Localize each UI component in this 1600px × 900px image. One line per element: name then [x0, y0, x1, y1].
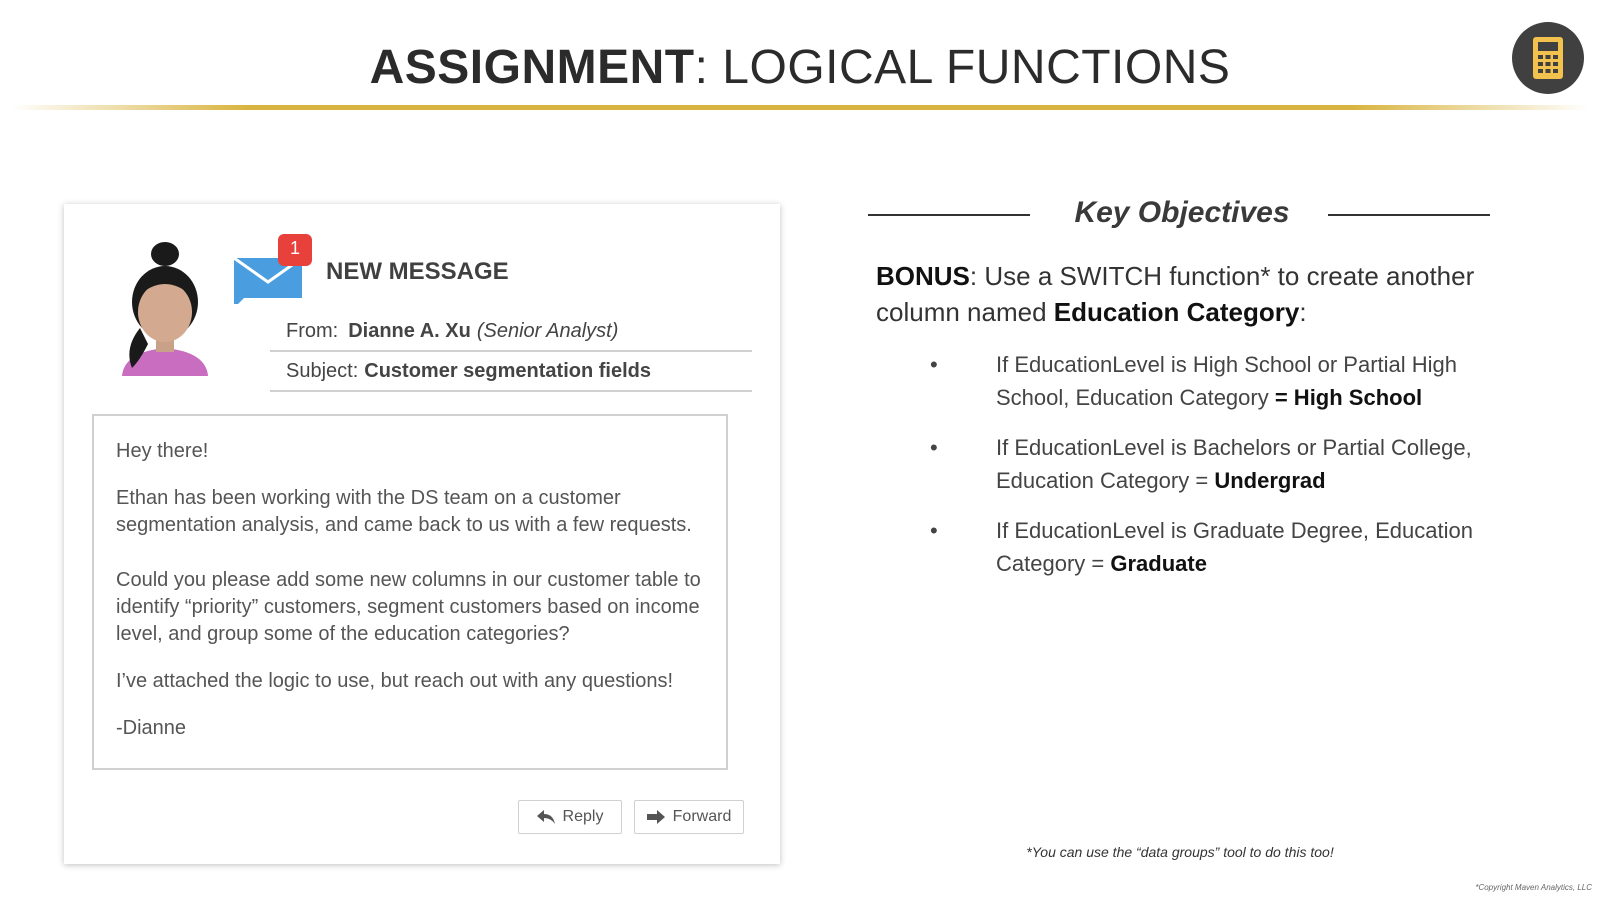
sender-role: (Senior Analyst)	[476, 320, 619, 342]
message-paragraph-2: Could you please add some new columns in…	[116, 569, 701, 645]
bonus-label: BONUS	[876, 261, 970, 291]
calculator-icon	[1533, 37, 1563, 79]
subject-label: Subject:	[286, 360, 359, 382]
objectives-list: • If EducationLevel is High School or Pa…	[930, 348, 1530, 597]
bonus-bold: Education Category	[1053, 297, 1300, 327]
bonus-text-2: :	[1299, 297, 1307, 327]
message-greeting: Hey there!	[116, 440, 209, 462]
heading-rule-left	[868, 214, 1030, 216]
bonus-instruction: BONUS: Use a SWITCH function* to create …	[876, 258, 1516, 330]
forward-arrow-icon	[646, 810, 665, 824]
calculator-badge	[1512, 22, 1584, 94]
message-paragraph-3: I’ve attached the logic to use, but reac…	[116, 670, 674, 692]
bonus-text-1: : Use a SWITCH function* to create anoth…	[876, 261, 1475, 327]
heading-rule-right	[1328, 214, 1490, 216]
subject-line: Subject: Customer segmentation fields	[270, 354, 752, 392]
page-title: ASSIGNMENT: LOGICAL FUNCTIONS	[0, 40, 1600, 95]
message-body: Hey there! Ethan has been working with t…	[92, 414, 728, 770]
forward-button[interactable]: Forward	[634, 800, 744, 834]
bullet-text: If EducationLevel is High School or Part…	[996, 352, 1458, 410]
title-strong: ASSIGNMENT	[369, 41, 695, 94]
objectives-header: Key Objectives	[868, 196, 1496, 236]
reply-arrow-icon	[536, 810, 555, 824]
message-paragraph-1: Ethan has been working with the DS team …	[116, 487, 692, 536]
list-item: • If EducationLevel is Bachelors or Part…	[930, 431, 1530, 497]
mail-notification: 1	[234, 234, 324, 304]
bullet-bold: Graduate	[1110, 551, 1207, 576]
from-line: From: Dianne A. Xu (Senior Analyst)	[270, 312, 752, 352]
reply-button[interactable]: Reply	[518, 800, 622, 834]
avatar	[122, 242, 208, 376]
subject-value: Customer segmentation fields	[364, 360, 651, 382]
email-card: 1 NEW MESSAGE From: Dianne A. Xu (Senior A…	[64, 204, 780, 864]
sender-name: Dianne A. Xu	[348, 320, 471, 342]
bullet-icon: •	[930, 518, 938, 543]
footnote: *You can use the “data groups” tool to d…	[1026, 844, 1334, 860]
forward-label: Forward	[672, 808, 732, 825]
objectives-heading: Key Objectives	[1074, 196, 1290, 229]
list-item: • If EducationLevel is High School or Pa…	[930, 348, 1530, 414]
list-item: • If EducationLevel is Graduate Degree, …	[930, 514, 1530, 580]
notification-badge-count: 1	[289, 238, 300, 258]
copyright-notice: *Copyright Maven Analytics, LLC	[1475, 883, 1592, 892]
reply-label: Reply	[562, 808, 604, 825]
message-signoff: -Dianne	[116, 717, 187, 739]
envelope-icon	[234, 234, 312, 304]
bullet-icon: •	[930, 352, 938, 377]
slide-header: ASSIGNMENT: LOGICAL FUNCTIONS	[0, 0, 1600, 120]
bullet-text: If EducationLevel is Graduate Degree, Ed…	[996, 518, 1473, 576]
title-rest: : LOGICAL FUNCTIONS	[694, 41, 1231, 94]
bullet-bold: = High School	[1274, 385, 1423, 410]
from-label: From:	[286, 320, 339, 342]
bullet-text: If EducationLevel is Bachelors or Partia…	[996, 435, 1472, 493]
new-message-label: NEW MESSAGE	[326, 258, 509, 285]
bullet-bold: Undergrad	[1214, 468, 1326, 493]
bullet-icon: •	[930, 435, 938, 460]
title-underline	[10, 105, 1590, 110]
